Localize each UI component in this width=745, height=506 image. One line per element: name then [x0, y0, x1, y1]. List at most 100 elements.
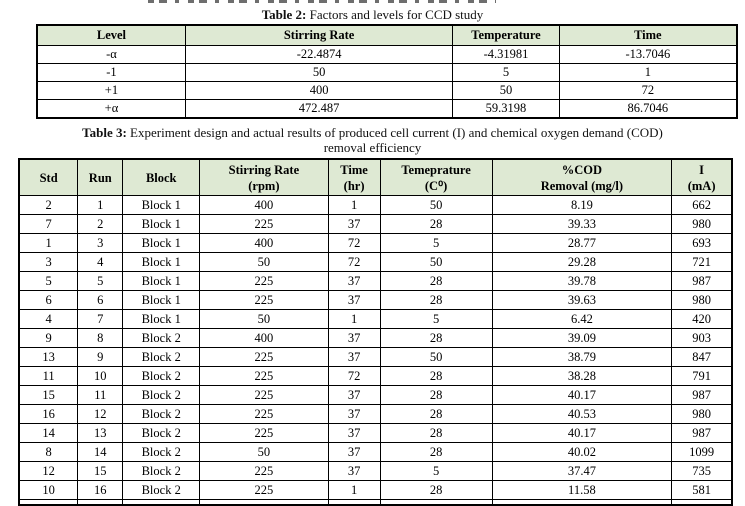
table-cell: 72 [558, 81, 738, 100]
table-cell: 29.28 [491, 252, 673, 272]
table-cell: 39.63 [491, 290, 673, 310]
table-cell: 735 [671, 461, 733, 481]
table-cell: 40.02 [491, 442, 673, 462]
table2-caption: Table 2: Factors and levels for CCD stud… [0, 0, 745, 22]
table3-caption-label: Table 3: [82, 125, 127, 140]
column-header-time: Time [558, 24, 738, 46]
partial-cell [77, 499, 124, 505]
table-cell: 225 [199, 290, 329, 310]
table-cell: Block 2 [122, 442, 201, 462]
table-cell: Block 2 [122, 347, 201, 367]
table-cell: +1 [36, 81, 186, 100]
table-cell: 3 [77, 233, 124, 253]
table-row: 13 9 Block 2 225 37 50 38.79 847 [18, 347, 733, 367]
table-cell: Block 1 [122, 252, 201, 272]
table-cell: 791 [671, 366, 733, 386]
column-header-current-ma: I (mA) [671, 158, 733, 196]
table-cell: 13 [77, 423, 124, 443]
table-row: 9 8 Block 2 400 37 28 39.09 903 [18, 328, 733, 348]
table-cell: 980 [671, 290, 733, 310]
table-row: -1 50 5 1 [36, 63, 738, 82]
table-cell: 980 [671, 214, 733, 234]
table-cell: 37 [327, 423, 381, 443]
table-row: 11 10 Block 2 225 72 28 38.28 791 [18, 366, 733, 386]
table-row: +α 472.487 59.3198 86.7046 [36, 99, 738, 119]
table-cell: Block 1 [122, 214, 201, 234]
table2-header-row: Level Stirring Rate Temperature Time [36, 24, 738, 46]
table2-caption-label: Table 2: [261, 7, 307, 22]
table-cell: 5 [379, 233, 493, 253]
table-cell: -4.31981 [452, 45, 560, 64]
table-cell: 987 [671, 423, 733, 443]
table-cell: 37 [327, 271, 381, 291]
table-cell: Block 2 [122, 423, 201, 443]
table-cell: 15 [18, 385, 79, 405]
table-cell: 225 [199, 347, 329, 367]
table-cell: 5 [452, 63, 560, 82]
column-header-level: Level [36, 24, 186, 46]
table-cell: 1 [327, 309, 381, 329]
table-row: 2 1 Block 1 400 1 50 8.19 662 [18, 195, 733, 215]
table-cell: 225 [199, 423, 329, 443]
table-cell: +α [36, 99, 186, 119]
table-cell: 50 [452, 81, 560, 100]
partial-cell [671, 499, 733, 505]
table-row: 8 14 Block 2 50 37 28 40.02 1099 [18, 442, 733, 462]
table-cell: 225 [199, 214, 329, 234]
table-cell: 3 [18, 252, 79, 272]
table-cell: 5 [18, 271, 79, 291]
table-row: 16 12 Block 2 225 37 28 40.53 980 [18, 404, 733, 424]
table-cell: 28 [379, 385, 493, 405]
table-cell: 400 [199, 328, 329, 348]
partial-cell [18, 499, 79, 505]
table-cell: 8 [18, 442, 79, 462]
table-cell: 225 [199, 385, 329, 405]
table-cell: 987 [671, 385, 733, 405]
table-cell: 37 [327, 214, 381, 234]
table-cell: 40.17 [491, 385, 673, 405]
table-cell: Block 1 [122, 309, 201, 329]
table-cell: 420 [671, 309, 733, 329]
table-cell: 225 [199, 366, 329, 386]
table-cell: 37 [327, 328, 381, 348]
column-header-time-hr: Time (hr) [327, 158, 381, 196]
table-cell: 39.33 [491, 214, 673, 234]
table-cell: 50 [184, 63, 454, 82]
table-cell: -22.4874 [184, 45, 454, 64]
table-cell: 225 [199, 271, 329, 291]
table3-caption-text: Experiment design and actual results of … [126, 125, 663, 140]
table-cell: 400 [199, 195, 329, 215]
table-cell: 5 [379, 309, 493, 329]
table-cell: 15 [77, 461, 124, 481]
table-cell: 16 [77, 480, 124, 500]
table-cell: 903 [671, 328, 733, 348]
table-cell: 7 [77, 309, 124, 329]
table-cell: 38.79 [491, 347, 673, 367]
table-cell: 10 [77, 366, 124, 386]
table-cell: 50 [379, 252, 493, 272]
table-cell: 28 [379, 328, 493, 348]
partial-cell [327, 499, 381, 505]
table-cell: 225 [199, 461, 329, 481]
table-cell: 1 [558, 63, 738, 82]
table-cell: 662 [671, 195, 733, 215]
table-cell: -1 [36, 63, 186, 82]
table-cell: 5 [77, 271, 124, 291]
table-row: 14 13 Block 2 225 37 28 40.17 987 [18, 423, 733, 443]
table-cell: 1099 [671, 442, 733, 462]
table-cell: 28 [379, 404, 493, 424]
column-header-run: Run [77, 158, 124, 196]
table3-caption: Table 3: Experiment design and actual re… [0, 125, 745, 140]
partial-cell [491, 499, 673, 505]
table3-caption-line2: removal efficiency [323, 140, 422, 155]
table-cell: 400 [199, 233, 329, 253]
column-header-std: Std [18, 158, 79, 196]
table-cell: 28 [379, 366, 493, 386]
table-cell: 28 [379, 423, 493, 443]
table-cell: Block 2 [122, 480, 201, 500]
column-header-cod-removal: %COD Removal (mg/l) [491, 158, 673, 196]
table-cell: 37 [327, 442, 381, 462]
table-cell: Block 1 [122, 290, 201, 310]
table-row: 10 16 Block 2 225 1 28 11.58 581 [18, 480, 733, 500]
